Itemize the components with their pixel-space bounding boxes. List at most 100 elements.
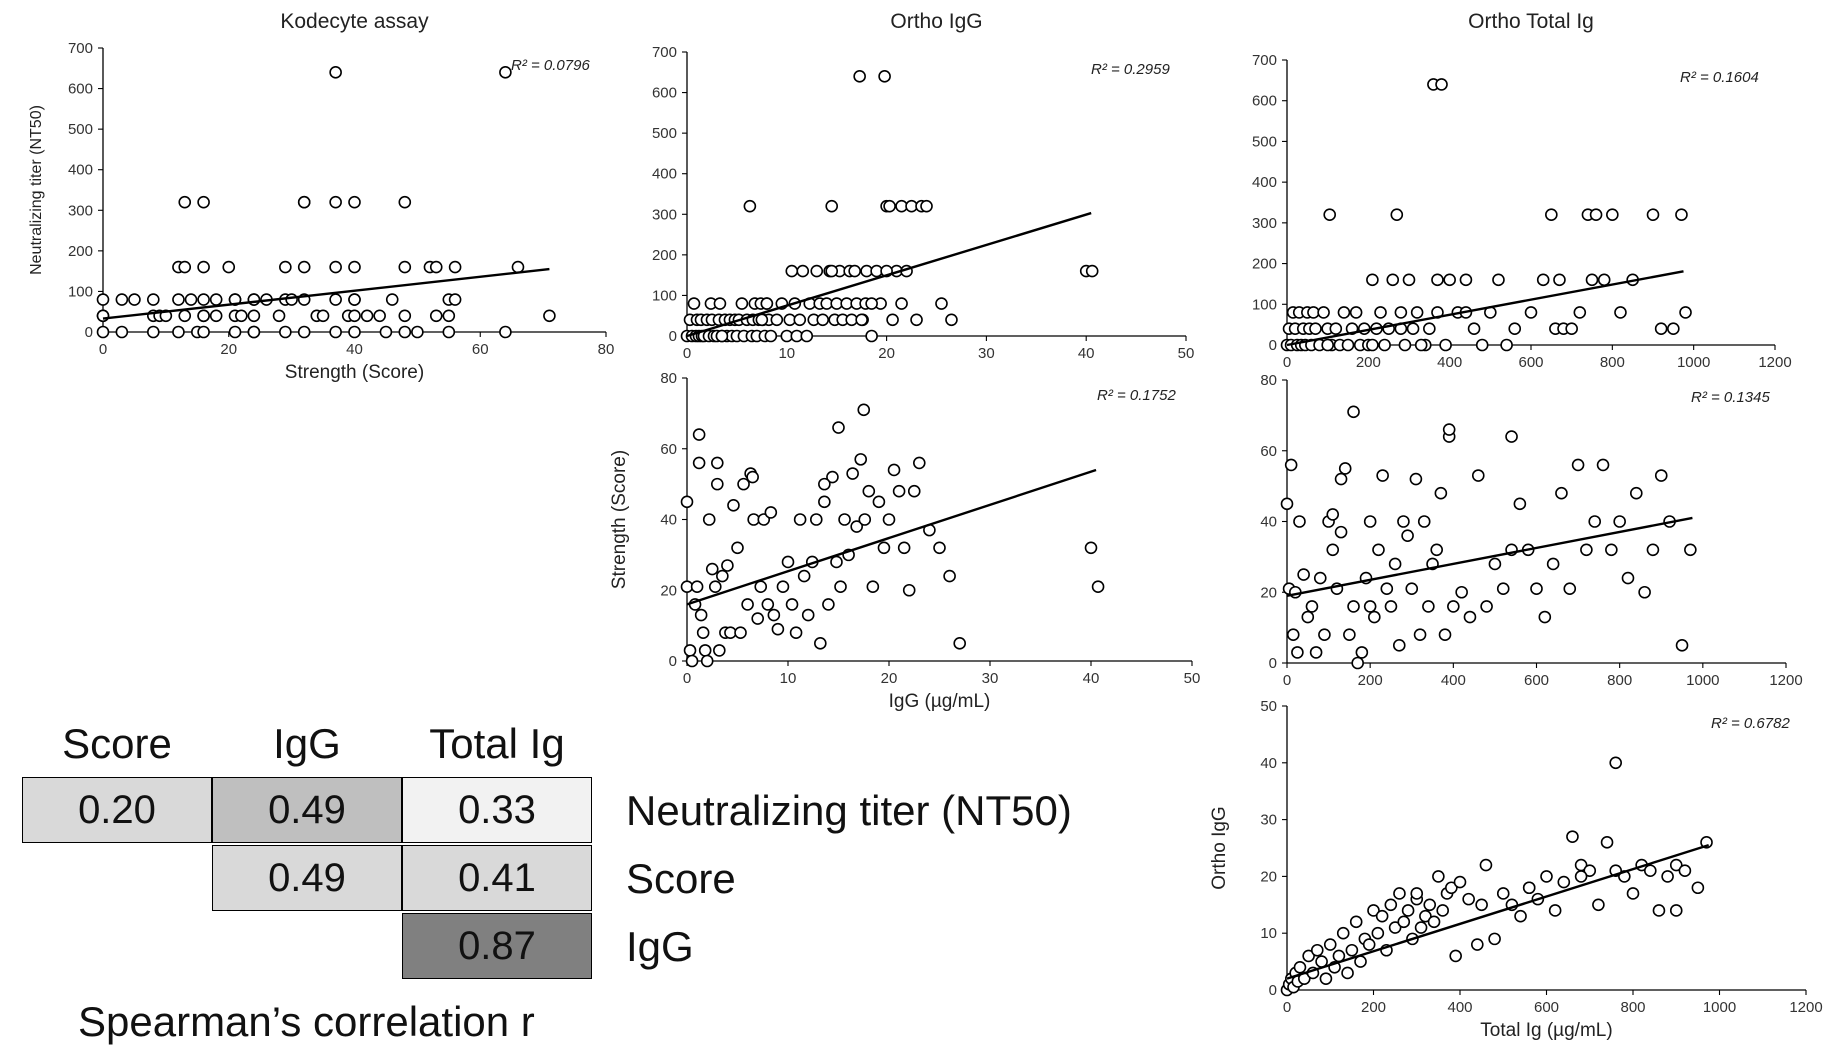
y-axis-label: Neutralizing titer (NT50) [28, 105, 45, 275]
data-point [1557, 875, 1571, 889]
data-point [755, 313, 769, 327]
data-point [1675, 639, 1689, 652]
data-point [1366, 338, 1379, 352]
data-point [1630, 486, 1643, 500]
y-tick-label: 700 [1252, 52, 1277, 69]
data-point [1571, 458, 1585, 472]
data-point [1514, 909, 1527, 923]
data-point [1347, 600, 1360, 613]
data-point [1432, 870, 1445, 883]
data-point [692, 428, 706, 441]
data-point [687, 297, 701, 310]
data-point [329, 293, 342, 306]
data-point [1563, 582, 1577, 596]
data-point [178, 309, 192, 323]
data-point [178, 260, 192, 274]
data-point [1363, 515, 1377, 528]
y-tick-label: 0 [85, 324, 93, 341]
data-point [348, 195, 361, 209]
data-point [862, 484, 876, 498]
y-tick-label: 80 [1260, 372, 1277, 389]
data-point [147, 293, 160, 306]
y-tick-label: 20 [660, 582, 677, 599]
data-point [499, 66, 512, 79]
data-point [1555, 486, 1568, 500]
data-point [329, 325, 342, 339]
data-point [1406, 322, 1420, 336]
data-point [945, 313, 958, 327]
data-point [1343, 628, 1356, 642]
data-point [1378, 338, 1391, 352]
data-point [1536, 273, 1550, 287]
data-point [429, 260, 443, 274]
data-point [1338, 462, 1352, 475]
x-tick-label: 1000 [1677, 354, 1710, 371]
data-point [1410, 887, 1424, 900]
x-tick-label: 0 [1283, 672, 1291, 689]
data-point [1573, 306, 1587, 319]
y-tick-label: 400 [68, 162, 93, 179]
data-point [1545, 208, 1558, 222]
data-point [683, 644, 697, 657]
x-tick-label: 600 [1518, 354, 1543, 371]
data-point [1442, 423, 1456, 436]
y-tick-label: 200 [1252, 256, 1277, 273]
data-point [1479, 858, 1493, 872]
data-point [708, 580, 722, 594]
data-point [1667, 322, 1680, 336]
data-point [713, 644, 726, 657]
y-axis-label: Strength (Score) [609, 450, 630, 589]
data-point [1410, 306, 1424, 319]
data-point [776, 580, 790, 594]
x-tick-label: 0 [683, 670, 691, 687]
data-point [872, 495, 886, 509]
x-tick-label: 400 [1441, 672, 1466, 689]
data-point [1583, 864, 1597, 878]
data-point [247, 309, 261, 323]
data-point [1319, 972, 1333, 985]
data-point [902, 583, 916, 597]
data-point [373, 309, 386, 323]
data-point [865, 329, 878, 343]
data-point [1654, 322, 1668, 336]
data-point [1443, 273, 1456, 287]
data-point [692, 456, 706, 470]
data-point [279, 260, 292, 274]
data-point [398, 325, 412, 339]
data-point [1652, 904, 1666, 917]
data-point [1091, 580, 1105, 594]
x-tick-label: 200 [1361, 999, 1386, 1016]
data-point [1435, 78, 1448, 91]
data-point [1675, 208, 1688, 222]
data-point [848, 264, 861, 278]
data-point [878, 70, 891, 83]
data-point [943, 569, 956, 583]
data-point [1596, 458, 1610, 472]
data-point [785, 598, 799, 611]
r-squared-label: R² = 0.1604 [1680, 69, 1759, 86]
data-point [279, 325, 292, 339]
data-point [197, 293, 210, 306]
data-point [228, 325, 242, 339]
data-point [826, 470, 839, 484]
data-point [1318, 628, 1331, 642]
data-point [1447, 600, 1460, 613]
data-point [329, 66, 342, 79]
y-tick-label: 400 [652, 166, 677, 183]
data-point [1475, 338, 1489, 352]
y-tick-label: 300 [1252, 215, 1277, 232]
data-point [855, 313, 868, 327]
y-tick-label: 40 [1260, 514, 1277, 531]
data-point [297, 325, 311, 339]
x-tick-label: 40 [1083, 670, 1100, 687]
data-point [1397, 915, 1411, 929]
data-point [1431, 273, 1444, 287]
data-point [1679, 306, 1692, 319]
data-point [1085, 264, 1099, 278]
data-point [810, 264, 824, 278]
data-point [1492, 273, 1505, 287]
data-point [702, 513, 716, 526]
data-point [814, 637, 827, 650]
data-point [737, 477, 750, 491]
